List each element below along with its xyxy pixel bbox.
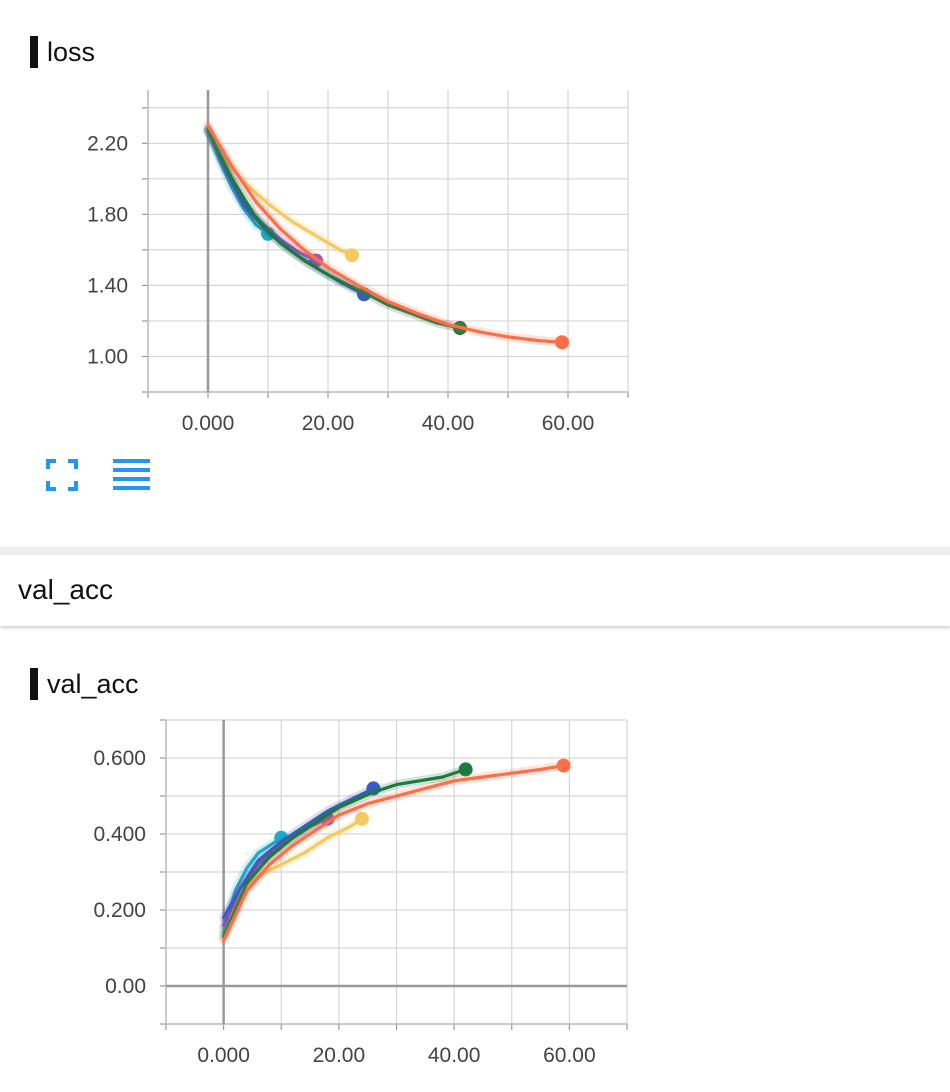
series-end-marker	[555, 335, 569, 350]
y-tick-label: 1.80	[87, 203, 128, 226]
y-tick-label: 1.00	[87, 345, 128, 368]
series-line	[206, 129, 354, 257]
y-tick-label: 1.40	[87, 274, 128, 297]
loss-card-title: loss	[30, 36, 95, 68]
y-tick-label: 0.400	[93, 823, 146, 846]
val-acc-chart[interactable]: 0.000 20.00 40.00 60.00 0.00 0.200 0.400 0.600	[0, 700, 950, 1092]
y-tick-label: 0.200	[93, 899, 146, 922]
y-tick-label: 0.600	[93, 747, 146, 770]
section-divider	[0, 547, 950, 555]
x-tick-label: 40.00	[428, 1044, 481, 1067]
series-line	[222, 767, 468, 939]
x-tick-label: 60.00	[543, 1044, 596, 1067]
series-line	[206, 129, 270, 236]
x-tick-label: 60.00	[542, 412, 595, 435]
series-line	[222, 763, 566, 942]
loss-chart[interactable]: 0.000 20.00 40.00 60.00 1.00 1.40 1.80 2.20	[0, 0, 950, 450]
fullscreen-icon	[46, 459, 78, 491]
title-accent-bar	[30, 36, 38, 68]
series-raw-band	[203, 126, 465, 333]
fullscreen-button[interactable]	[46, 459, 78, 496]
val-acc-card-title-text: val_acc	[47, 668, 139, 699]
series-line	[206, 129, 462, 330]
val-acc-card-title: val_acc	[30, 668, 139, 700]
title-accent-bar	[30, 668, 38, 700]
toggle-data-button[interactable]	[113, 459, 151, 498]
y-tick-label: 2.20	[87, 132, 128, 155]
x-tick-label: 20.00	[313, 1044, 366, 1067]
series-end-marker	[354, 811, 369, 826]
x-tick-label: 20.00	[302, 412, 355, 435]
x-tick-label: 0.000	[197, 1044, 250, 1067]
list-icon	[113, 459, 150, 490]
x-tick-label: 40.00	[422, 412, 475, 435]
y-tick-label: 0.00	[105, 975, 146, 998]
series-end-marker	[458, 762, 473, 777]
loss-card-title-text: loss	[47, 36, 96, 67]
series-line	[206, 123, 564, 344]
series-end-marker	[556, 758, 571, 773]
series-line	[222, 786, 376, 920]
val-acc-section-header[interactable]: val_acc	[0, 556, 950, 626]
section-title: val_acc	[18, 574, 113, 605]
x-tick-label: 0.000	[182, 412, 235, 435]
series-end-marker	[345, 248, 359, 263]
